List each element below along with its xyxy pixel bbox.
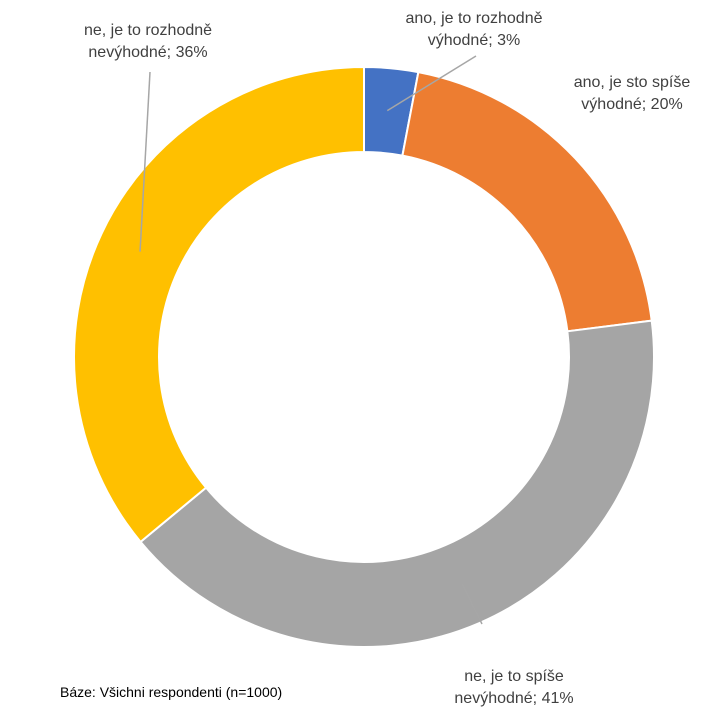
slice-ne-rozhodne (73, 65, 365, 544)
label-ano-rozhodne: ano, je to rozhodně výhodné; 3% (405, 10, 543, 49)
label-ne-rozhodne: ne, je to rozhodně nevýhodné; 36% (83, 22, 213, 61)
leader-lines (139, 55, 483, 625)
base-note: Báze: Všichni respondenti (n=1000) (60, 684, 283, 700)
slice-ne-spise (139, 319, 655, 648)
leader-ne-rozhodne (139, 71, 151, 252)
leader-ano-rozhodne (386, 55, 477, 112)
label-ne-spise: ne, je to spíše nevýhodné; 41% (454, 668, 574, 707)
label-ano-spise: ano, je sto spíše výhodné; 20% (573, 74, 691, 113)
donut-slices (73, 65, 655, 648)
leader-ne-spise (461, 583, 483, 625)
